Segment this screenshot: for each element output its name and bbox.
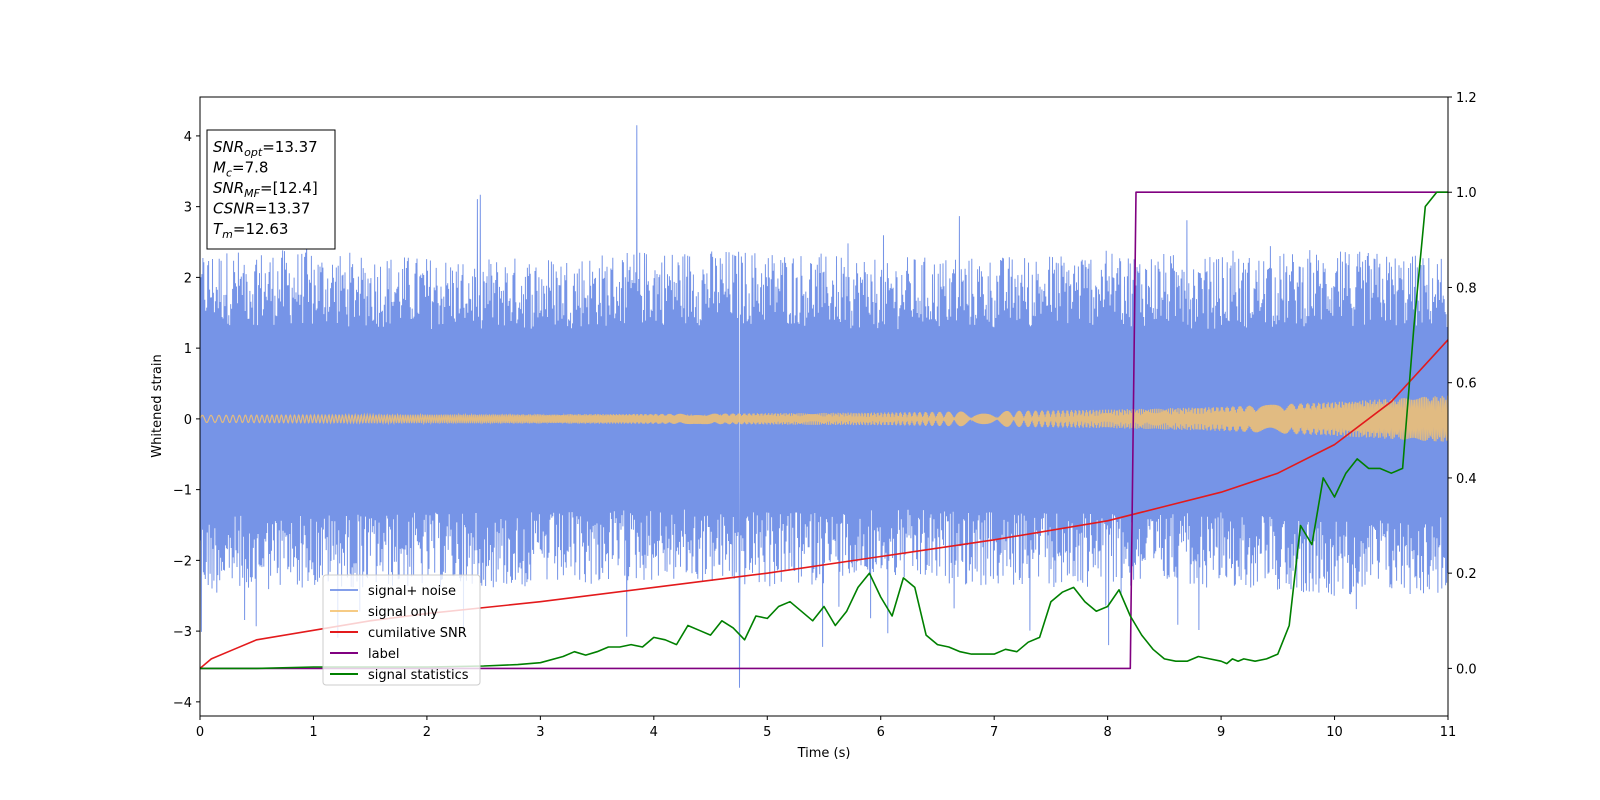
- y-right-tick-label: 1.0: [1456, 186, 1477, 201]
- info-box-frame: [206, 129, 336, 250]
- y-left-tick-label: −2: [173, 554, 192, 569]
- x-tick-label: 8: [1103, 725, 1111, 740]
- info-subscript: m: [222, 228, 233, 241]
- x-tick-label: 9: [1217, 725, 1225, 740]
- legend-entry-label: signal statistics: [368, 668, 469, 683]
- x-tick-label: 0: [196, 725, 204, 740]
- legend-entry-label: signal+ noise: [368, 584, 456, 599]
- y-right-tick-label: 0.8: [1456, 281, 1477, 296]
- y-axis-left: −4 −3 −2 −1 0 1 2 3 4: [173, 130, 200, 711]
- x-tick-label: 10: [1326, 725, 1343, 740]
- info-box: SNRopt=13.37Mc=7.8SNRMF=[12.4]CSNR=13.37…: [206, 129, 336, 250]
- y-axis-label: Whitened strain: [150, 354, 165, 457]
- x-tick-label: 7: [990, 725, 998, 740]
- info-value: =13.37: [255, 200, 311, 218]
- info-var: T: [213, 220, 224, 238]
- y-left-tick-label: 0: [184, 413, 192, 428]
- y-right-tick-label: 0.4: [1456, 472, 1477, 487]
- info-box-line: Tm=12.63: [213, 220, 288, 241]
- series-cumulative-snr: [200, 339, 1448, 670]
- info-box-line: CSNR=13.37: [213, 200, 310, 218]
- y-right-tick-label: 0.0: [1456, 662, 1477, 677]
- x-tick-label: 3: [536, 725, 544, 740]
- y-left-tick-label: 4: [184, 130, 192, 145]
- legend-entry-label: cumilative SNR: [368, 626, 467, 641]
- legend-entry-label: label: [368, 647, 399, 662]
- y-right-tick-label: 0.2: [1456, 567, 1477, 582]
- y-left-tick-label: −4: [173, 696, 192, 711]
- x-tick-label: 4: [650, 725, 658, 740]
- y-right-tick-label: 1.2: [1456, 91, 1477, 106]
- info-subscript: c: [226, 167, 232, 180]
- info-box-line: Mc=7.8: [213, 159, 268, 180]
- series-label: [200, 191, 1448, 670]
- y-left-tick-label: −3: [173, 625, 192, 640]
- series-layer: [200, 125, 1448, 688]
- legend: signal+ noise signal only cumilative SNR la…: [322, 574, 481, 686]
- x-axis: 0 1 2 3 4 5 6 7 8 9 10 11: [196, 716, 1456, 740]
- series-signal-noise: [200, 125, 1448, 688]
- info-box-line: SNRMF=[12.4]: [213, 179, 318, 200]
- x-tick-label: 6: [877, 725, 885, 740]
- info-subscript: opt: [244, 146, 263, 159]
- info-value: =12.63: [233, 220, 289, 238]
- legend-entry-label: signal only: [368, 605, 438, 620]
- info-var: SNR: [213, 138, 244, 156]
- x-tick-label: 11: [1440, 725, 1457, 740]
- info-value: =[12.4]: [260, 179, 318, 197]
- info-value: =13.37: [262, 138, 318, 156]
- info-var: M: [213, 159, 226, 177]
- plot-frame: [199, 96, 1449, 717]
- x-axis-label: Time (s): [797, 746, 851, 761]
- legend-frame: [322, 574, 481, 686]
- series-signal-statistics: [200, 191, 1448, 670]
- y-left-tick-label: 2: [184, 271, 192, 286]
- info-subscript: MF: [244, 187, 260, 200]
- info-value: =7.8: [232, 159, 268, 177]
- y-right-tick-label: 0.6: [1456, 377, 1477, 392]
- y-left-tick-label: 3: [184, 201, 192, 216]
- x-tick-label: 2: [423, 725, 431, 740]
- series-signal-only: [200, 395, 1448, 442]
- x-tick-label: 5: [763, 725, 771, 740]
- info-var: SNR: [213, 179, 244, 197]
- info-box-line: SNRopt=13.37: [213, 138, 318, 159]
- y-axis-right: 0.0 0.2 0.4 0.6 0.8 1.0 1.2: [1448, 91, 1477, 677]
- y-left-tick-label: −1: [173, 484, 192, 499]
- info-var: CSNR: [213, 200, 255, 218]
- x-tick-label: 1: [309, 725, 317, 740]
- y-left-tick-label: 1: [184, 342, 192, 357]
